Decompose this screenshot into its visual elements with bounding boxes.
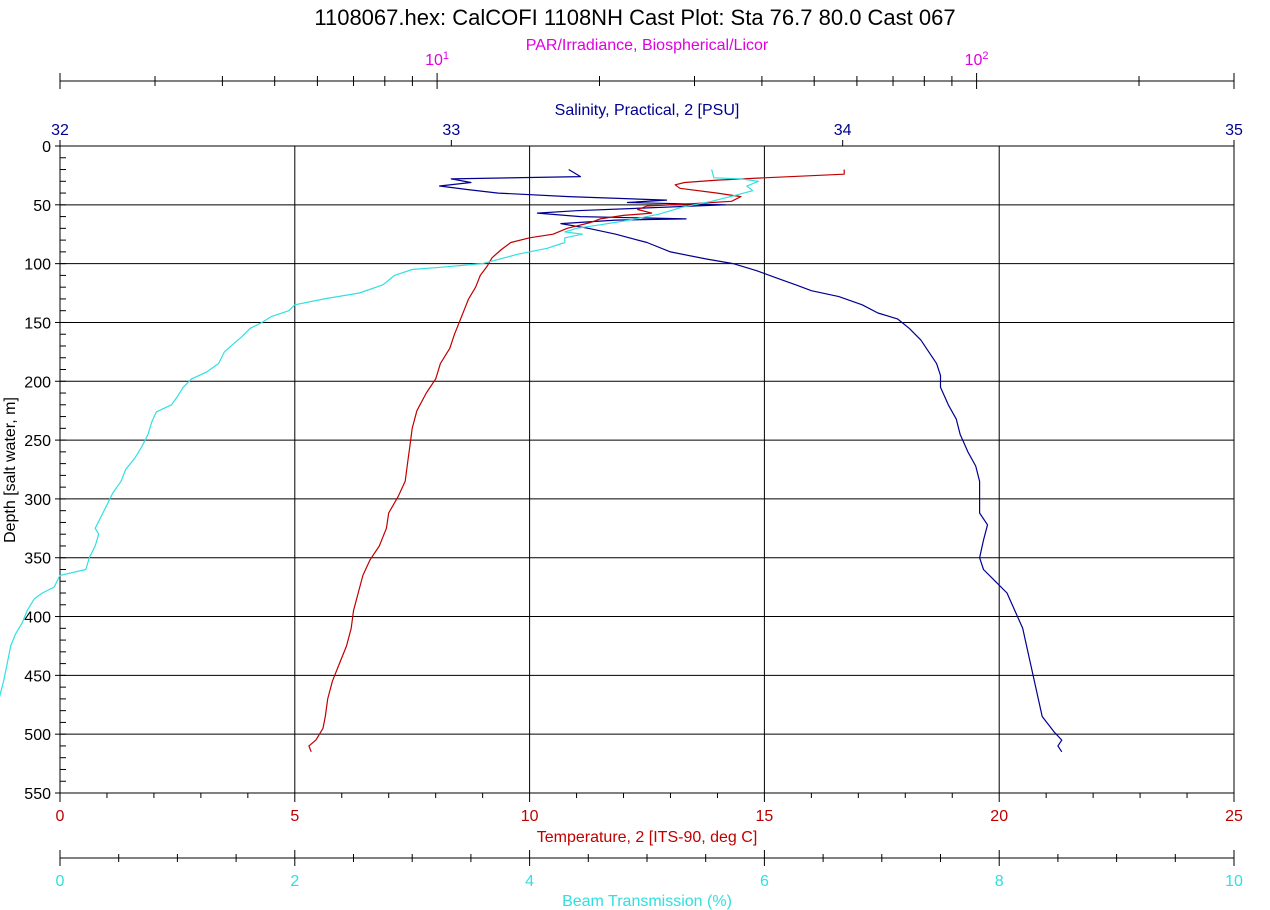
temperature-axis-label: Temperature, 2 [ITS-90, deg C]: [537, 829, 758, 846]
chart-title: 1108067.hex: CalCOFI 1108NH Cast Plot: S…: [314, 5, 955, 30]
depth-tick-label: 550: [24, 786, 51, 803]
temperature-tick-label: 15: [756, 808, 774, 825]
depth-tick-label: 0: [42, 139, 51, 156]
par-axis: PAR/Irradiance, Biospherical/Licor 101 10…: [59, 37, 1235, 89]
beam-profile-line: [0, 169, 760, 698]
par-axis-label: PAR/Irradiance, Biospherical/Licor: [526, 37, 769, 54]
depth-axis-label: Depth [salt water, m]: [2, 397, 19, 543]
depth-tick-label: 450: [24, 668, 51, 685]
depth-tick-label: 200: [24, 374, 51, 391]
depth-tick-label: 150: [24, 315, 51, 332]
depth-tick-label: 250: [24, 433, 51, 450]
par-tick-label: 101: [425, 50, 449, 69]
temperature-tick-label: 5: [290, 808, 299, 825]
temperature-tick-label: 10: [521, 808, 539, 825]
beam-tick-label: 4: [525, 873, 534, 890]
temperature-tick-label: 20: [990, 808, 1008, 825]
depth-tick-label: 50: [33, 198, 51, 215]
salinity-axis-label: Salinity, Practical, 2 [PSU]: [555, 102, 740, 119]
salinity-axis: Salinity, Practical, 2 [PSU] 32 33 34 35: [51, 102, 1243, 146]
plot-border: [59, 145, 1235, 794]
salinity-tick-label: 35: [1225, 122, 1243, 139]
beam-tick-label: 6: [760, 873, 769, 890]
depth-axis: Depth [salt water, m] 0 50 100 150 200 250 300…: [2, 139, 66, 803]
grid-lines: [60, 146, 1234, 793]
temperature-tick-label: 0: [56, 808, 65, 825]
depth-tick-label: 100: [24, 257, 51, 274]
beam-tick-label: 2: [290, 873, 299, 890]
salinity-tick-label: 33: [442, 122, 460, 139]
salinity-tick-label: 34: [834, 122, 852, 139]
beam-tick-label: 8: [995, 873, 1004, 890]
temperature-tick-label: 25: [1225, 808, 1243, 825]
beam-axis-label: Beam Transmission (%): [562, 893, 732, 910]
salinity-tick-label: 32: [51, 122, 69, 139]
temperature-axis: Temperature, 2 [ITS-90, deg C] 0 5 10 15 20 2…: [56, 793, 1243, 846]
depth-tick-label: 400: [24, 610, 51, 627]
temperature-profile-line: [308, 169, 845, 753]
beam-tick-label: 10: [1225, 873, 1243, 890]
depth-tick-label: 500: [24, 727, 51, 744]
plot-area: [59, 145, 1235, 794]
depth-tick-label: 350: [24, 551, 51, 568]
salinity-profile-line: [439, 168, 1063, 753]
par-tick-label: 102: [965, 50, 989, 69]
depth-tick-label: 300: [24, 492, 51, 509]
series-layer: [0, 168, 1063, 753]
beam-axis: Beam Transmission (%) 0 2 4 6 8 10: [56, 850, 1243, 910]
beam-tick-label: 0: [56, 873, 65, 890]
